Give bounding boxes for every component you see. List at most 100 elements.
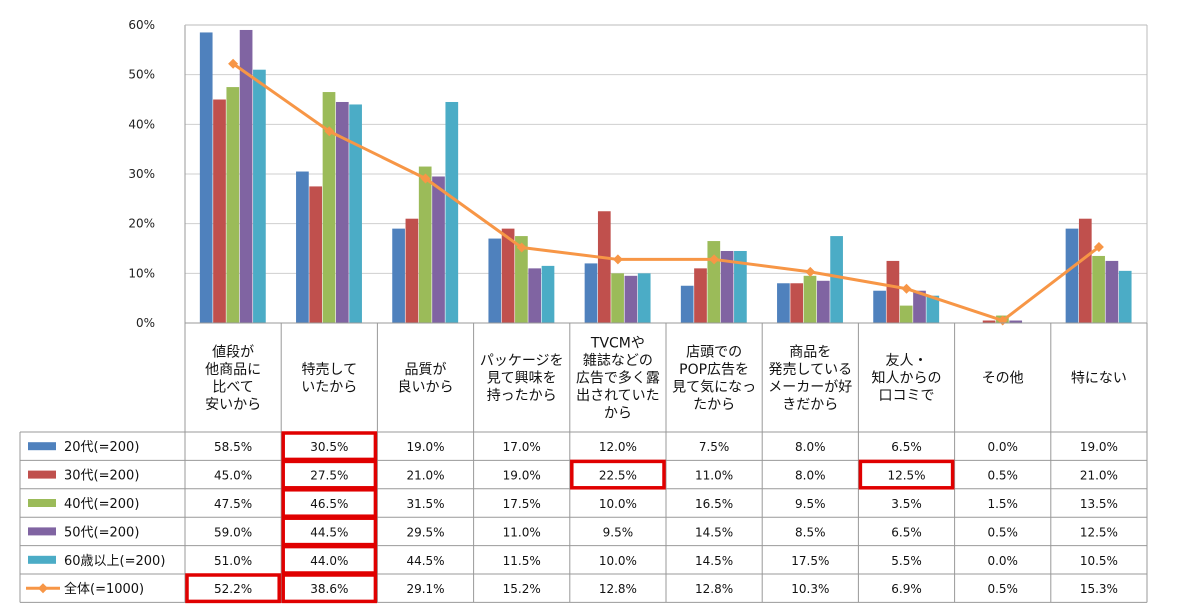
table-cell-value: 44.5% — [406, 554, 444, 568]
category-label-line: 比べて — [212, 379, 253, 395]
bar — [830, 236, 843, 323]
category-label-line: 雑誌などの — [583, 353, 653, 369]
bars — [199, 29, 1132, 323]
category-label: 友人・知人からの口コミで — [872, 353, 942, 404]
table-cell-value: 0.5% — [987, 582, 1018, 596]
category-label: 値段が他商品に比べて安いから — [205, 344, 261, 413]
table-cell-value: 1.5% — [987, 497, 1018, 511]
total-line-path — [232, 62, 1100, 323]
highlight-box — [281, 459, 378, 490]
category-label: パッケージを見て興味を持ったから — [480, 353, 564, 404]
y-tick-label: 40% — [128, 117, 155, 131]
bar — [239, 29, 253, 323]
bar — [488, 238, 502, 323]
table-cell-value: 22.5% — [599, 469, 637, 483]
bar — [720, 250, 734, 323]
bar — [528, 268, 542, 323]
table-cell-value: 0.0% — [987, 440, 1018, 454]
table-cell-value: 14.5% — [695, 525, 733, 539]
category-label: その他 — [982, 371, 1024, 387]
line-point — [612, 254, 623, 265]
table-cell-value: 11.0% — [695, 469, 733, 483]
y-tick-label: 30% — [128, 167, 155, 181]
category-label-line: きだから — [782, 397, 838, 413]
bar — [541, 265, 555, 323]
bar — [1118, 270, 1132, 323]
category-label: 店頭での POP広告を見て気になったから — [672, 344, 756, 413]
table-cell-value: 16.5% — [695, 497, 733, 511]
category-label-line: 商品を — [789, 344, 831, 360]
table-cell-value: 5.5% — [891, 554, 922, 568]
legend-key — [28, 499, 56, 507]
table-cell-value: 6.9% — [891, 582, 922, 596]
table-cell-value: 0.0% — [987, 554, 1018, 568]
category-label: 商品を発売しているメーカーが好きだから — [768, 344, 852, 413]
table-cell-value: 12.5% — [1080, 525, 1118, 539]
category-label-line: 知人からの — [872, 370, 942, 387]
table-cell-value: 31.5% — [406, 497, 444, 511]
legend-label: 20代(=200) — [64, 440, 139, 455]
bar — [624, 275, 638, 323]
category-label-line: 値段が — [212, 344, 254, 360]
table-cell-value: 45.0% — [214, 469, 252, 483]
line-point — [805, 266, 816, 277]
highlight-box — [281, 488, 378, 518]
table-cell-value: 8.0% — [795, 440, 826, 454]
bar — [926, 295, 940, 323]
line-point — [1093, 242, 1104, 253]
bar — [445, 101, 459, 323]
bar — [680, 285, 694, 323]
table-cell-value: 8.0% — [795, 469, 826, 483]
table-cell-value: 10.0% — [599, 497, 637, 511]
category-label-line: POP広告を — [679, 362, 749, 378]
legend-label: 全体(=1000) — [64, 581, 144, 597]
table-cell-value: 10.3% — [791, 582, 829, 596]
table-cell-value: 14.5% — [695, 554, 733, 568]
legend-key — [28, 555, 56, 564]
bar — [309, 186, 323, 323]
bar — [349, 104, 362, 323]
highlight-box — [281, 544, 378, 575]
bar — [584, 263, 598, 323]
legend-key — [28, 527, 56, 536]
bar — [982, 320, 996, 323]
table-cell-value: 17.5% — [503, 497, 541, 511]
bar — [637, 273, 651, 323]
category-label-line: TVCMや — [590, 336, 645, 352]
line-point — [420, 173, 431, 184]
table-cell-value: 19.0% — [503, 469, 541, 483]
bar — [322, 92, 336, 323]
table-cell-value: 0.5% — [987, 469, 1018, 483]
y-tick-label: 0% — [136, 316, 155, 330]
category-label-line: たから — [693, 397, 735, 413]
table-cell-value: 21.0% — [1080, 469, 1118, 483]
category-label-line: 品質が — [405, 362, 447, 378]
bar — [597, 211, 611, 323]
legend-key-marker — [38, 583, 48, 594]
legend-label: 50代(=200) — [64, 525, 139, 540]
category-label-line: パッケージを — [480, 353, 564, 369]
table-cell-value: 12.0% — [599, 440, 637, 454]
table-cell-value: 12.8% — [599, 582, 637, 596]
highlight-box — [281, 573, 378, 604]
table-cell-value: 51.0% — [214, 554, 252, 568]
category-label-line: 店頭での — [686, 344, 742, 360]
table-cell-value: 10.0% — [599, 554, 637, 568]
bar — [707, 241, 721, 323]
bar — [226, 87, 240, 323]
bar — [899, 305, 913, 323]
legend-label: 60歳以上(=200) — [64, 554, 165, 569]
bar — [515, 236, 528, 323]
y-tick-label: 60% — [128, 18, 155, 32]
bar — [1009, 320, 1023, 323]
category-label-line: 出されていた — [576, 388, 660, 404]
bar — [199, 32, 213, 323]
table-cell-value: 8.5% — [795, 525, 826, 539]
category-label: 特売していたから — [301, 362, 357, 396]
table-cell-value: 10.5% — [1080, 554, 1118, 568]
table-cell-value: 11.0% — [503, 525, 541, 539]
category-label: 特にない — [1071, 371, 1127, 387]
category-label-line: いたから — [301, 379, 357, 395]
highlight-box — [858, 459, 955, 490]
